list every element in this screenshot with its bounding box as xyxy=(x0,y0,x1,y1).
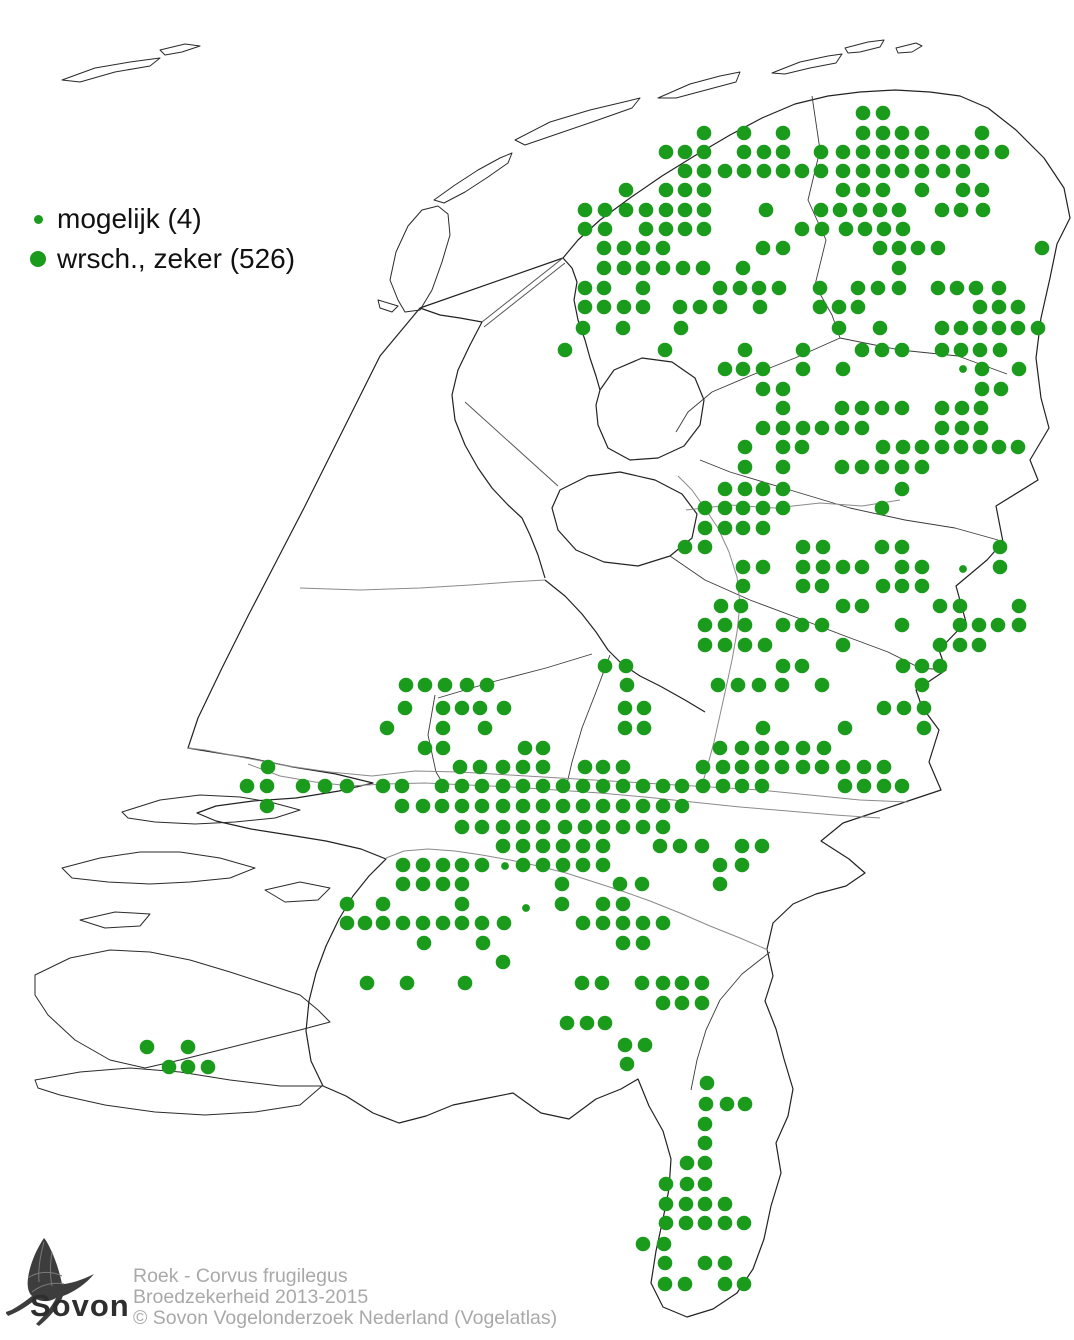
noordoostpolder-outline xyxy=(595,357,705,461)
legend-item-wrsch-zeker: wrsch., zeker (526) xyxy=(24,239,295,279)
goeree-island xyxy=(121,794,301,825)
noorderhaaks-islets xyxy=(61,43,201,83)
texel-island xyxy=(377,205,451,313)
footer-copyright: © Sovon Vogelonderzoek Nederland (Vogela… xyxy=(133,1307,558,1329)
vlieland-island xyxy=(433,152,513,204)
footer-caption: Roek - Corvus frugilegus Broedzekerheid … xyxy=(133,1266,557,1329)
footer-species-title: Roek - Corvus frugilegus xyxy=(133,1265,348,1287)
noordzeekanaal-line xyxy=(299,579,546,591)
schouwen-island xyxy=(61,851,331,903)
netherlands-outline xyxy=(187,89,1071,1318)
schiermonnikoog-island xyxy=(771,53,843,75)
legend-item-mogelijk: mogelijk (4) xyxy=(24,199,295,239)
walcheren-beveland-island xyxy=(34,949,331,1069)
legend-dot-large-icon xyxy=(30,251,46,267)
flevoland-outline xyxy=(551,471,698,567)
sovon-logo-wordmark: Sovon xyxy=(30,1288,130,1323)
houtribdijk-line xyxy=(464,401,559,487)
dots-mogelijk-layer xyxy=(501,365,967,912)
sovon-swallow-logo-icon xyxy=(6,1238,94,1326)
randmeren-shore xyxy=(544,579,706,713)
ijsselmeer-shore xyxy=(451,257,601,579)
zeeuws-vlaanderen-outline xyxy=(34,1067,323,1116)
ameland-island xyxy=(657,71,741,99)
legend-label-wrsch-zeker: wrsch., zeker (526) xyxy=(57,243,296,274)
legend-dot-small-icon xyxy=(34,214,43,224)
afsluitdijk-line xyxy=(481,257,566,328)
legend-label-mogelijk: mogelijk (4) xyxy=(57,203,202,234)
legend: mogelijk (4) wrsch., zeker (526) xyxy=(24,199,295,279)
rottum-islets xyxy=(844,39,923,54)
noord-beveland-island xyxy=(79,911,151,929)
footer-period: Broedzekerheid 2013-2015 xyxy=(133,1286,369,1308)
dots-wrsch-zeker-layer xyxy=(139,105,1050,1292)
rivers xyxy=(187,475,909,951)
terschelling-island xyxy=(514,97,641,146)
